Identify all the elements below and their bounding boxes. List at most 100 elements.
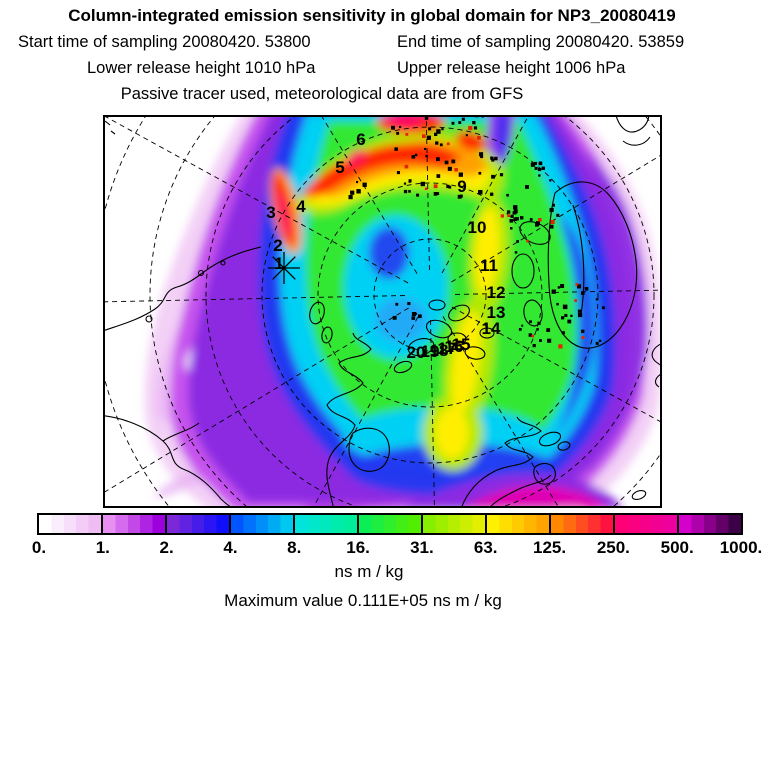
fire-pixel bbox=[577, 284, 582, 289]
fire-pixel-red bbox=[507, 214, 510, 217]
fire-pixel bbox=[424, 148, 426, 150]
fire-pixel bbox=[426, 135, 431, 140]
sampling-start-text: Start time of sampling 20080420. 53800 bbox=[18, 33, 311, 51]
fire-pixel bbox=[480, 155, 484, 159]
colorbar bbox=[37, 513, 743, 535]
colorbar-segment bbox=[549, 515, 613, 533]
fire-pixel bbox=[534, 166, 538, 170]
fire-pixel bbox=[537, 321, 541, 325]
fire-pixel bbox=[549, 224, 554, 229]
fire-pixel-red bbox=[531, 334, 535, 338]
colorbar-segment bbox=[229, 515, 293, 533]
colorbar-segment bbox=[39, 515, 101, 533]
fire-pixel bbox=[461, 117, 465, 121]
fire-pixel-red bbox=[526, 239, 529, 243]
fire-pixel-red bbox=[405, 133, 409, 136]
fire-pixel bbox=[446, 184, 450, 189]
fire-pixel-red bbox=[575, 283, 579, 286]
fire-pixel bbox=[479, 152, 484, 157]
fire-pixel bbox=[561, 331, 565, 335]
fire-pixel bbox=[529, 320, 532, 324]
trajectory-label: 10 bbox=[468, 218, 487, 237]
fire-pixel bbox=[473, 126, 478, 130]
fire-pixel bbox=[395, 302, 399, 306]
coastlines bbox=[103, 115, 662, 508]
fire-pixel bbox=[451, 121, 455, 125]
fire-pixel-red bbox=[574, 299, 577, 302]
colorbar-tick: 250. bbox=[596, 538, 630, 557]
fire-pixel bbox=[556, 213, 560, 217]
trajectory-day-labels: 12345691011121314201918171615 bbox=[266, 130, 505, 362]
fire-pixel bbox=[416, 193, 420, 197]
colorbar-tick: 16. bbox=[346, 538, 370, 557]
lower-release-text: Lower release height 1010 hPa bbox=[87, 59, 316, 77]
trajectory-label: 2 bbox=[273, 236, 282, 255]
fire-pixel bbox=[521, 324, 524, 327]
colorbar-segment bbox=[357, 515, 421, 533]
fire-pixel bbox=[458, 172, 463, 177]
fire-pixel bbox=[546, 328, 551, 332]
figure-title: Column-integrated emission sensitivity i… bbox=[68, 6, 676, 25]
fire-pixel bbox=[491, 158, 495, 162]
fire-pixel bbox=[529, 218, 533, 221]
fire-pixel bbox=[356, 181, 359, 184]
trajectory-label: 13 bbox=[487, 303, 506, 322]
fire-pixel bbox=[396, 171, 400, 175]
fire-pixel bbox=[547, 338, 552, 343]
fire-pixel bbox=[567, 319, 572, 324]
fire-pixel bbox=[478, 190, 483, 195]
fire-pixel bbox=[408, 190, 411, 193]
fire-pixel bbox=[436, 157, 440, 161]
fire-pixel bbox=[411, 316, 416, 320]
trajectory-label: 19 bbox=[421, 342, 440, 361]
fire-pixel bbox=[425, 154, 428, 158]
fire-pixel bbox=[436, 174, 441, 178]
map-panel: 12345691011121314201918171615 bbox=[103, 115, 662, 508]
fire-pixel-red bbox=[433, 184, 438, 189]
fire-pixel bbox=[560, 284, 565, 288]
fire-pixel bbox=[494, 156, 498, 161]
colorbar-ticks: 0. 1. 2. 4. 8. 16. 31. 63. 125. 250. 500. 1000. bbox=[32, 538, 762, 558]
fire-pixel bbox=[472, 121, 476, 125]
fire-pixel bbox=[537, 167, 542, 172]
fire-pixel bbox=[561, 316, 565, 320]
fire-pixel bbox=[491, 174, 495, 179]
fire-pixel-red bbox=[538, 218, 542, 222]
fire-pixel bbox=[510, 227, 513, 230]
sampling-end-text: End time of sampling 20080420. 53859 bbox=[397, 33, 685, 51]
fire-pixel bbox=[490, 192, 494, 196]
fire-pixel-clusters bbox=[348, 115, 605, 349]
fire-pixel bbox=[570, 314, 573, 317]
fire-pixel bbox=[396, 131, 400, 135]
fire-pixel bbox=[362, 182, 367, 187]
fire-pixel bbox=[516, 240, 519, 243]
fire-pixel bbox=[536, 328, 539, 331]
fire-pixel bbox=[578, 312, 583, 318]
colorbar-segment bbox=[613, 515, 677, 533]
fire-pixel-red bbox=[500, 214, 504, 218]
fire-pixel bbox=[441, 127, 444, 131]
fire-pixel bbox=[562, 304, 568, 310]
trajectory-label: 15 bbox=[452, 335, 471, 354]
colorbar-tick: 2. bbox=[159, 538, 174, 557]
trajectory-label: 4 bbox=[296, 197, 306, 216]
colorbar-segment bbox=[165, 515, 229, 533]
max-value-note: Maximum value 0.111E+05 ns m / kg bbox=[224, 591, 502, 610]
fire-pixel bbox=[507, 210, 511, 214]
fire-pixel bbox=[538, 174, 541, 177]
fire-pixel bbox=[564, 313, 568, 317]
fire-pixel bbox=[434, 132, 438, 136]
colorbar-tick: 1. bbox=[95, 538, 110, 557]
colorbar-tick: 63. bbox=[473, 538, 498, 557]
fire-pixel bbox=[391, 125, 395, 130]
fire-pixel bbox=[457, 194, 462, 199]
fire-pixel bbox=[556, 302, 559, 306]
release-point-marker bbox=[268, 252, 300, 284]
fire-pixel bbox=[541, 166, 545, 170]
fire-pixel bbox=[348, 195, 353, 200]
fire-pixel bbox=[520, 216, 524, 220]
colorbar-tick: 0. bbox=[31, 538, 47, 557]
fire-pixel bbox=[447, 166, 452, 171]
fire-pixel bbox=[602, 306, 605, 310]
